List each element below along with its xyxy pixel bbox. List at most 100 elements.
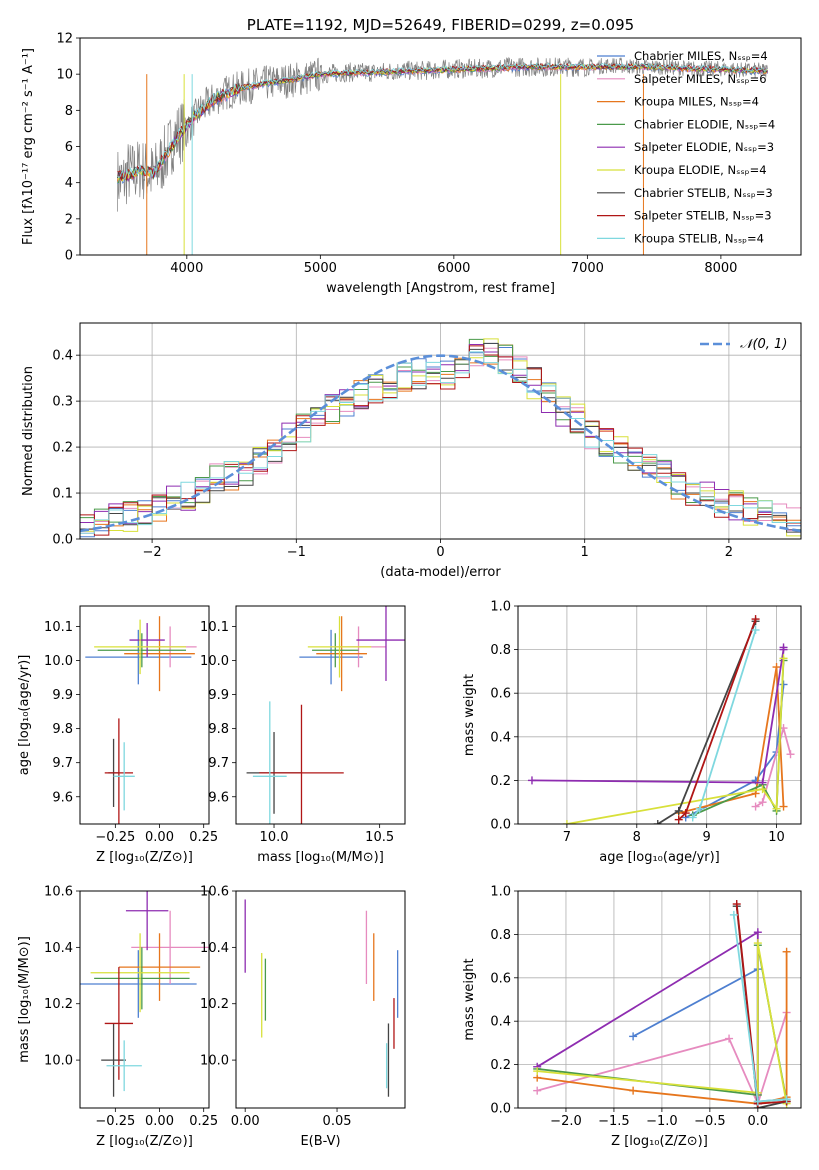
axes-frame [235, 605, 406, 825]
error-bar-point-4 [97, 633, 187, 668]
plus-marker [751, 625, 760, 634]
y-tick-label: 10.6 [44, 885, 73, 900]
x-axis-label: Z [log₁₀(Z/Z⊙)] [611, 1134, 708, 1149]
mass-weight-line-2 [536, 1012, 788, 1107]
y-axis-label: mass weight [462, 958, 477, 1040]
mass-weight-line-7 [735, 906, 787, 1108]
panel-mass-vs-Z: −0.25 0.00 0.25 10.0 10.2 10.4 10.6 Z [log₁₀(Z/… [17, 885, 218, 1150]
panel-age-vs-Z: −0.25 0.00 0.25 9.6 9.7 9.8 9.9 10.0 10.1 Z [log₁… [17, 605, 218, 865]
x-tick-label: 0.00 [231, 1114, 260, 1129]
axes-frame [79, 890, 210, 1109]
x-tick-label: 2 [725, 545, 733, 560]
x-tick-label: −0.25 [95, 1114, 135, 1129]
x-tick-label: −1.5 [598, 1114, 630, 1129]
plus-marker [527, 776, 536, 785]
error-bar-point-4 [94, 947, 190, 1010]
plus-marker [779, 680, 788, 689]
histogram-step-9 [80, 351, 801, 534]
x-axis-label: Z [log₁₀(Z/Z⊙)] [96, 850, 193, 865]
panel-mass-weight-vs-age: 7 8 9 10 0.0 0.2 0.4 0.6 0.8 1.0 age [log₁₀(age/yr… [462, 600, 802, 865]
y-tick-label: 2 [65, 212, 73, 227]
axes-frame [517, 605, 802, 825]
y-tick-label: 10.1 [44, 620, 73, 635]
x-tick-label: 8 [633, 830, 641, 845]
legend-label: Kroupa ELODIE, Nₛₛₚ=4 [634, 163, 767, 177]
y-tick-label: 0.2 [52, 441, 73, 456]
y-tick-label: 0.6 [490, 971, 511, 986]
plus-marker [779, 802, 788, 811]
plus-marker [786, 750, 795, 759]
error-bar-point-3 [316, 616, 367, 692]
y-tick-label: 10.2 [44, 997, 73, 1012]
y-tick-label: 12 [56, 32, 73, 47]
y-tick-label: 0.2 [490, 1058, 511, 1073]
x-tick-label: 10.5 [365, 830, 394, 845]
plot-area [85, 616, 197, 824]
plus-marker [751, 615, 760, 624]
x-axis-label: age [log₁₀(age/yr)] [599, 850, 720, 865]
panel-age-vs-mass: 10.0 10.5 9.6 9.7 9.8 9.9 10.0 10.1 mass [log₁₀(… [200, 605, 406, 865]
x-tick-label: 0 [436, 545, 444, 560]
x-tick-label: 5000 [304, 261, 337, 276]
plus-marker [533, 1067, 542, 1076]
panel-spectrum: 4000 5000 6000 7000 8000 0 2 4 6 8 10 12 wavelength … [21, 16, 802, 296]
x-tick-label: 0.0 [747, 1114, 768, 1129]
error-bar-point-8 [104, 967, 134, 1080]
x-tick-label: 10 [768, 830, 785, 845]
axes-frame [235, 890, 406, 1109]
plus-marker [758, 798, 767, 807]
x-tick-label: −2.0 [550, 1114, 582, 1129]
error-bar-point-8 [259, 704, 344, 824]
plus-marker [653, 820, 662, 824]
x-tick-label: 0.00 [145, 1114, 174, 1129]
error-bar-point-3 [118, 933, 201, 1001]
legend-label: 𝒩(0, 1) [740, 337, 787, 352]
plus-marker [629, 1086, 638, 1095]
error-bar-point-6 [307, 616, 372, 678]
plot-area [80, 891, 209, 1097]
error-bar-point-2 [131, 910, 209, 984]
x-axis-label: Z [log₁₀(Z/Z⊙)] [96, 1134, 193, 1149]
plus-marker [782, 947, 791, 956]
y-axis-label: Flux [fλ10⁻¹⁷ erg cm⁻² s⁻¹ A⁻¹] [21, 48, 36, 245]
legend-label: Kroupa STELIB, Nₛₛₚ=4 [634, 231, 764, 245]
y-axis-label: Normed distribution [21, 366, 36, 496]
mass-weight-line-9 [691, 629, 757, 819]
y-tick-label: 10.4 [44, 941, 73, 956]
x-axis-label: mass [log₁₀(M/M⊙)] [257, 850, 384, 865]
x-tick-label: 7000 [571, 261, 604, 276]
error-bar-point-4 [312, 633, 359, 668]
legend-label: Salpeter STELIB, Nₛₛₚ=3 [634, 209, 772, 223]
plot-area [533, 900, 791, 1108]
y-tick-label: 10.2 [200, 997, 229, 1012]
error-bar-point-9 [113, 742, 135, 811]
plus-marker [674, 815, 683, 824]
x-tick-label: 0.25 [189, 830, 218, 845]
axes-frame [517, 890, 802, 1109]
legend-label: Chabrier ELODIE, Nₛₛₚ=4 [634, 117, 775, 131]
legend-label: Salpeter MILES, Nₛₛₚ=6 [634, 72, 767, 86]
plot-area [244, 899, 399, 1097]
plus-marker [753, 928, 762, 937]
error-bar-point-8 [104, 718, 134, 824]
y-tick-label: 0.2 [490, 774, 511, 789]
error-bar-point-5 [125, 891, 169, 951]
chart-title: PLATE=1192, MJD=52649, FIBERID=0299, z=0… [247, 16, 634, 34]
x-axis-label: E(B-V) [300, 1134, 340, 1149]
plus-marker [753, 1097, 762, 1106]
plus-marker [725, 1034, 734, 1043]
x-tick-label: 10.0 [260, 830, 289, 845]
plus-marker [533, 1086, 542, 1095]
plus-marker [688, 813, 697, 822]
y-tick-label: 0.0 [490, 1102, 511, 1117]
mass-weight-line-6 [566, 658, 785, 824]
legend-label: Chabrier MILES, Nₛₛₚ=4 [634, 49, 768, 63]
x-tick-label: −2 [143, 545, 162, 560]
x-tick-label: 7 [563, 830, 571, 845]
gaussian-curve [80, 354, 801, 533]
error-bar-point-7 [101, 1023, 126, 1097]
y-tick-label: 0.3 [52, 395, 73, 410]
panel-mass-weight-vs-Z: −2.0 −1.5 −1.0 −0.5 0.0 0.0 0.2 0.4 0.6 0.8 1.0 Z [… [462, 885, 802, 1149]
plus-marker [751, 802, 760, 811]
x-tick-label: 0.00 [145, 830, 174, 845]
